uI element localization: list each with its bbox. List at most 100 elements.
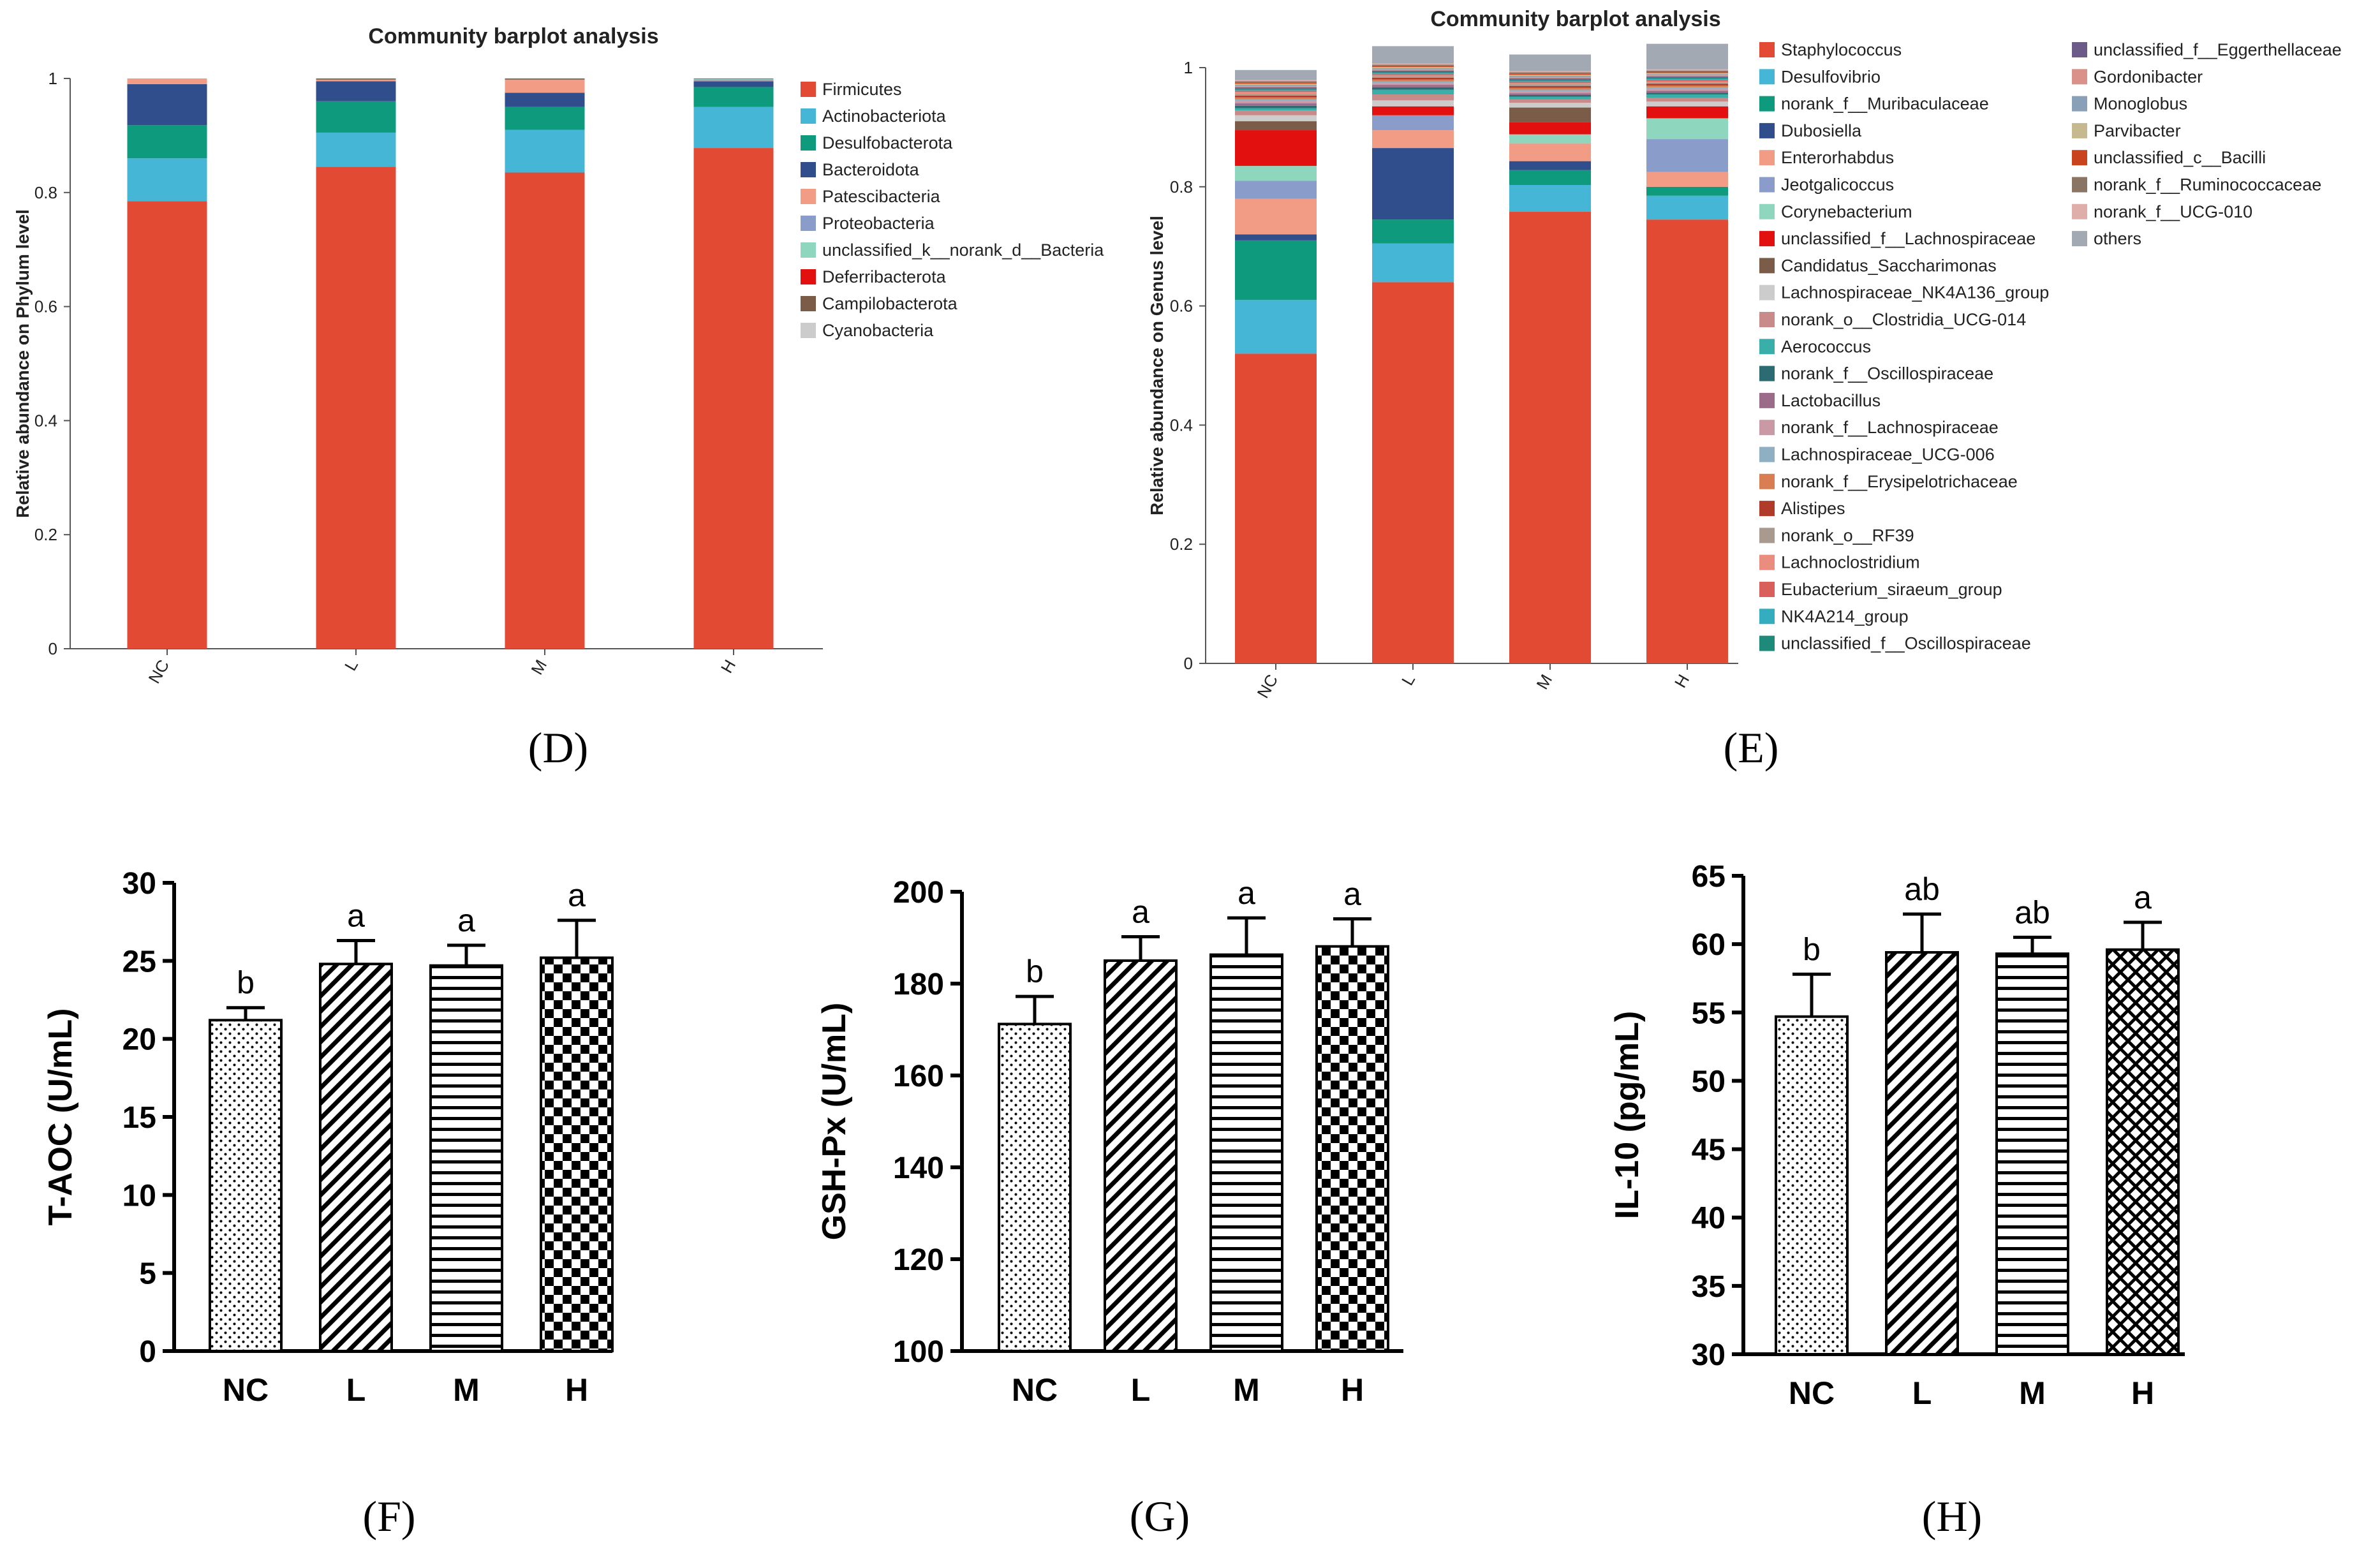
significance-label: a	[347, 898, 365, 934]
bar-segment	[1646, 87, 1728, 89]
legend-swatch	[801, 216, 816, 231]
legend-swatch	[1759, 447, 1775, 462]
y-axis-label: GSH-Px (U/mL)	[816, 1003, 853, 1241]
legend-label: NK4A214_group	[1781, 607, 1909, 626]
bar-segment	[1509, 85, 1591, 88]
bar-segment	[1509, 82, 1591, 84]
bar-segment	[1372, 74, 1454, 76]
bar-segment	[1372, 83, 1454, 85]
x-tick-label: M	[453, 1372, 480, 1408]
legend-swatch	[1759, 203, 1775, 219]
bar-segment	[316, 101, 396, 133]
bar-segment	[1509, 93, 1591, 95]
bar-segment	[1372, 89, 1454, 95]
bar-segment	[316, 166, 396, 649]
y-tick-label: 0.2	[34, 525, 57, 544]
x-tick-label: H	[1341, 1372, 1364, 1408]
legend-label: norank_f__Oscillospiraceae	[1781, 364, 1993, 383]
bar-segment	[1509, 84, 1591, 86]
bar-segment	[1646, 80, 1728, 82]
panel-label: (H)	[1922, 1492, 1982, 1540]
bar-segment	[1372, 46, 1454, 64]
significance-label: ab	[1904, 871, 1940, 907]
bar-segment	[127, 78, 207, 84]
y-tick-label: 55	[1692, 996, 1726, 1030]
x-tick-label: H	[2131, 1375, 2154, 1411]
y-tick-label: 0.4	[34, 411, 57, 430]
legend-label: norank_o__RF39	[1781, 526, 1914, 545]
bar-segment	[1646, 195, 1728, 220]
y-tick-label: 0.2	[1170, 535, 1193, 554]
bar-segment	[1372, 85, 1454, 87]
significance-label: ab	[2014, 894, 2050, 930]
bar-segment	[316, 132, 396, 167]
bar-segment	[316, 81, 396, 101]
legend-label: Enterorhabdus	[1781, 148, 1894, 167]
x-tick-label: H	[717, 656, 739, 676]
bar-segment	[1509, 76, 1591, 77]
legend-swatch	[1759, 177, 1775, 193]
y-tick-label: 0	[48, 639, 57, 658]
bar	[1885, 951, 1959, 1355]
bar-segment	[1509, 89, 1591, 92]
y-tick-label: 30	[1692, 1338, 1726, 1372]
bar-segment	[1646, 77, 1728, 79]
significance-label: b	[237, 965, 255, 1001]
bar-segment	[505, 129, 585, 173]
bar-segment	[1646, 74, 1728, 76]
legend-swatch	[1759, 122, 1775, 138]
bar-segment	[1235, 88, 1317, 90]
bar-segment	[1372, 130, 1454, 149]
x-tick-label: NC	[1012, 1372, 1058, 1408]
legend-swatch	[1759, 366, 1775, 381]
legend-label: others	[2094, 229, 2141, 248]
bar	[1209, 953, 1283, 1352]
bar-segment	[505, 79, 585, 93]
legend-label: Staphylococcus	[1781, 40, 1902, 59]
y-tick-label: 20	[122, 1023, 156, 1057]
legend-label: Candidatus_Saccharimonas	[1781, 256, 1997, 275]
legend-label: Cyanobacteria	[822, 321, 934, 340]
bar-segment	[1509, 80, 1591, 82]
bar-segment	[1235, 105, 1317, 108]
y-tick-label: 10	[122, 1179, 156, 1213]
bar-segment	[1235, 300, 1317, 354]
x-tick-label: L	[341, 656, 362, 674]
bar-segment	[1646, 82, 1728, 84]
chart-title: Community barplot analysis	[368, 24, 658, 48]
bar-segment	[1235, 92, 1317, 94]
legend-swatch	[1759, 42, 1775, 57]
bar-segment	[1372, 66, 1454, 68]
bar-segment	[1235, 82, 1317, 84]
bar-segment	[316, 79, 396, 82]
panel-f: 0 5 10 15 20 25 30 T-AOC (U/mL) b NC a La Ma H (F)	[42, 867, 614, 1540]
bar-segment	[1509, 78, 1591, 80]
bar-segment	[1509, 122, 1591, 135]
x-tick-label: M	[1233, 1372, 1260, 1408]
bar-segment	[1235, 97, 1317, 100]
legend-swatch	[1759, 582, 1775, 597]
y-tick-label: 0.8	[1170, 177, 1193, 196]
legend-label: Lachnospiraceae_UCG-006	[1781, 445, 1995, 464]
significance-label: a	[1238, 875, 1255, 911]
y-tick-label: 0	[139, 1335, 156, 1369]
legend-swatch	[2072, 150, 2087, 166]
bar-segment	[1235, 94, 1317, 96]
bar-segment	[1372, 77, 1454, 80]
y-tick-label: 65	[1692, 860, 1726, 894]
significance-label: a	[568, 878, 586, 913]
legend-swatch	[1759, 69, 1775, 85]
bar-segment	[1235, 91, 1317, 92]
bar-segment	[1509, 71, 1591, 73]
legend-swatch	[1759, 528, 1775, 543]
bar-segment	[693, 148, 774, 649]
bar-segment	[1646, 69, 1728, 71]
bar-segment	[1372, 79, 1454, 82]
legend-swatch	[1759, 96, 1775, 112]
legend-swatch	[1759, 554, 1775, 570]
bar-segment	[1372, 70, 1454, 72]
y-tick-label: 1	[48, 69, 57, 88]
bar	[429, 964, 503, 1352]
bar-segment	[1372, 81, 1454, 84]
bar-segment	[1372, 243, 1454, 283]
